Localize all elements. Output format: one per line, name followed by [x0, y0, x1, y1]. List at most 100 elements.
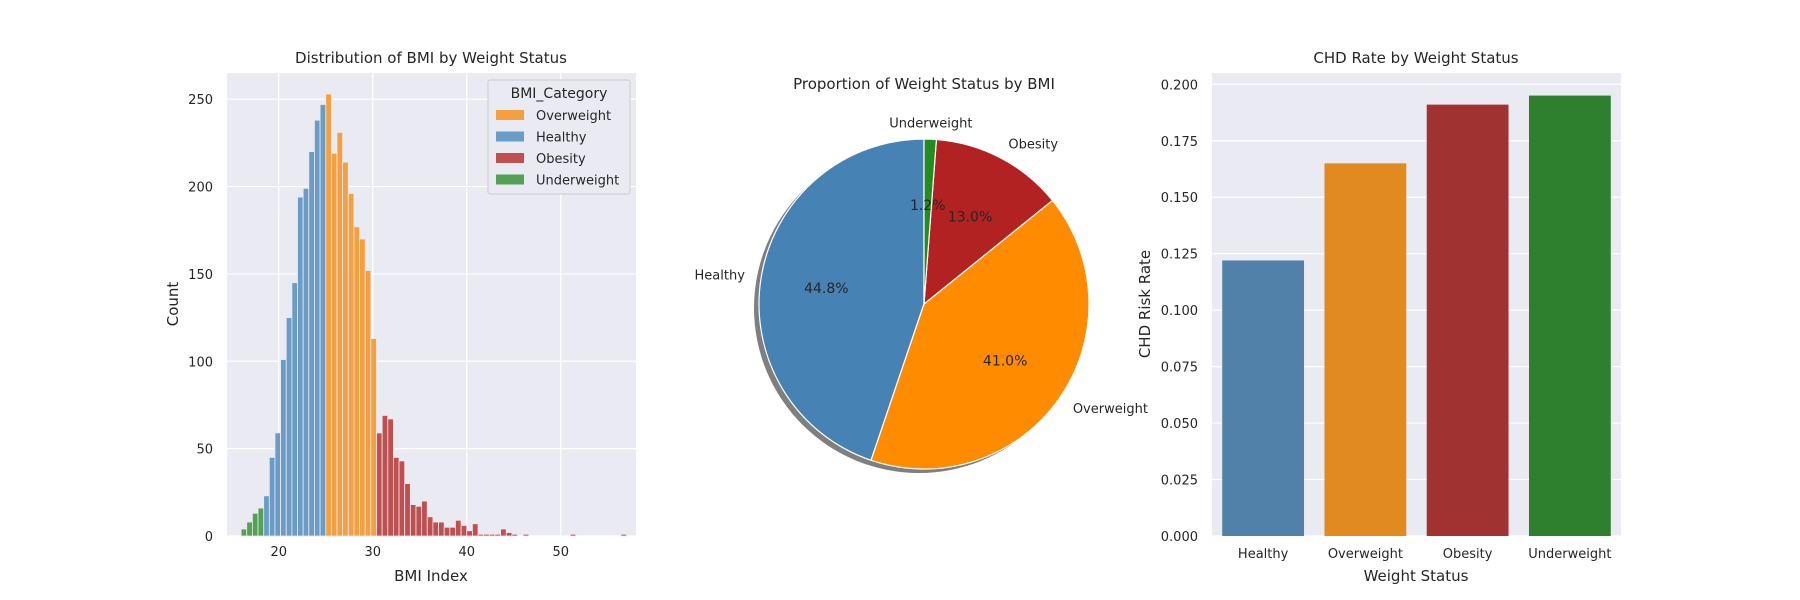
histogram-bar-overweight	[325, 93, 332, 537]
pie-label-obesity: Obesity	[1008, 137, 1058, 152]
histogram-bar-obesity	[460, 525, 468, 537]
chd-x-tick-label: Underweight	[1528, 547, 1611, 562]
legend-swatch-obesity	[496, 153, 524, 163]
histogram-bar-healthy	[285, 317, 293, 537]
histogram-bar-obesity	[398, 460, 406, 537]
histogram-bar-healthy	[263, 495, 270, 537]
histogram-bar-obesity	[421, 500, 428, 537]
histogram-bar-obesity	[426, 516, 434, 537]
histogram-bar-overweight	[359, 238, 366, 537]
histogram-bar-overweight	[342, 161, 349, 537]
legend-title: BMI_Category	[511, 86, 608, 102]
histogram-bar-healthy	[297, 196, 304, 537]
chd-y-tick-label: 0.050	[1161, 417, 1198, 432]
histogram-bar-obesity	[471, 523, 479, 537]
legend-label-healthy: Healthy	[536, 131, 587, 146]
pie-slice-overweight	[870, 199, 1090, 470]
histogram-bar-healthy	[280, 359, 287, 537]
histogram-bar-obesity	[494, 533, 502, 537]
chd-bar-obesity	[1426, 104, 1509, 537]
histogram-y-tick-label: 200	[188, 181, 213, 196]
histogram-bar-obesity	[455, 519, 462, 537]
chd-y-tick-label: 0.075	[1161, 361, 1198, 376]
weight-status-pie-chart: Proportion of Weight Status by BMI Healt…	[695, 75, 1148, 473]
histogram-bar-overweight	[336, 132, 344, 537]
legend-swatch-healthy	[496, 131, 524, 142]
chd-y-tick-label: 0.125	[1161, 248, 1198, 263]
histogram-bar-obesity	[488, 533, 496, 537]
pie-label-underweight: Underweight	[889, 117, 972, 132]
chd-y-tick-label: 0.150	[1161, 191, 1198, 206]
histogram-bar-obesity	[376, 432, 383, 537]
chd-x-axis-label: Weight Status	[1364, 567, 1469, 585]
chd-bar-healthy	[1222, 260, 1305, 536]
chd-y-tick-label: 0.200	[1161, 78, 1198, 93]
chd-y-tick-label: 0.000	[1161, 530, 1198, 545]
histogram-x-tick-label: 50	[553, 545, 570, 560]
histogram-bar-obesity	[432, 521, 439, 537]
histogram-bar-obesity	[620, 533, 627, 537]
histogram-bar-obesity	[505, 532, 513, 537]
histogram-bar-obesity	[483, 533, 490, 537]
histogram-bar-obesity	[449, 526, 456, 537]
histogram-bar-obesity	[522, 533, 530, 537]
histogram-bar-overweight	[330, 152, 338, 537]
histogram-bar-healthy	[302, 187, 310, 537]
chd-y-tick-label: 0.175	[1161, 135, 1198, 150]
histogram-title: Distribution of BMI by Weight Status	[295, 49, 567, 67]
histogram-bar-underweight	[251, 512, 259, 537]
bmi-histogram-chart: 20 30 40 50 0 50 100 150 200 250 Distribution of …	[164, 49, 636, 585]
legend-items: Overweight Healthy Obesity Underweight	[496, 109, 619, 189]
histogram-ticks: 20 30 40 50 0 50 100 150 200 250	[188, 93, 569, 560]
pie-slice-healthy	[758, 138, 925, 462]
histogram-x-axis-label: BMI Index	[394, 567, 468, 585]
histogram-y-tick-label: 0	[205, 530, 213, 545]
histogram-bar-healthy	[274, 432, 281, 537]
histogram-bar-underweight	[240, 528, 248, 537]
chd-x-tick-label: Healthy	[1238, 547, 1289, 562]
legend-swatch-overweight	[496, 110, 524, 120]
legend-frame	[487, 79, 631, 195]
histogram-x-tick-label: 40	[458, 545, 475, 560]
histogram-bar-obesity	[477, 533, 485, 537]
histogram-bar-overweight	[347, 193, 355, 537]
histogram-bar-underweight	[246, 521, 253, 537]
histogram-y-axis-label: Count	[164, 282, 182, 327]
histogram-bar-healthy	[319, 104, 327, 537]
chd-bar-underweight	[1528, 95, 1611, 537]
histogram-bar-obesity	[569, 533, 577, 537]
pie-slice-obesity	[923, 138, 1054, 306]
legend-label-obesity: Obesity	[536, 152, 586, 167]
histogram-bar-healthy	[291, 282, 298, 537]
pie-slices	[758, 138, 1090, 470]
histogram-bar-obesity	[381, 415, 389, 537]
histogram-bar-obesity	[409, 504, 417, 537]
histogram-legend: BMI_Category Overweight Healthy Obesity Und…	[487, 79, 631, 195]
histogram-bar-obesity	[393, 456, 400, 537]
histogram-y-tick-label: 100	[188, 355, 213, 370]
chd-bar-overweight	[1324, 163, 1407, 536]
chd-ticks: 0.000 0.025 0.050 0.075 0.100 0.125 0.150 0.175…	[1161, 78, 1612, 562]
histogram-bar-overweight	[353, 226, 360, 537]
pie-percent-obesity: 13.0%	[948, 209, 992, 225]
histogram-bar-overweight	[370, 338, 377, 537]
histogram-bar-obesity	[511, 533, 518, 537]
histogram-bar-obesity	[415, 505, 423, 537]
pie-label-overweight: Overweight	[1073, 402, 1148, 417]
histogram-bar-healthy	[314, 119, 321, 537]
histogram-bars	[240, 93, 627, 537]
chd-y-axis-label: CHD Risk Rate	[1136, 250, 1154, 358]
histogram-y-tick-label: 250	[188, 93, 213, 108]
pie-slice-underweight	[923, 138, 938, 305]
histogram-bar-obesity	[438, 521, 445, 537]
histogram-bar-obesity	[443, 526, 451, 537]
chd-x-tick-label: Obesity	[1443, 547, 1493, 562]
pie-percent-healthy: 44.8%	[804, 281, 848, 297]
chd-y-tick-label: 0.100	[1161, 304, 1198, 319]
histogram-y-tick-label: 50	[196, 443, 213, 458]
histogram-bar-overweight	[364, 270, 372, 537]
histogram-bar-obesity	[404, 483, 411, 537]
legend-swatch-underweight	[496, 174, 524, 185]
histogram-x-tick-label: 30	[364, 545, 381, 560]
